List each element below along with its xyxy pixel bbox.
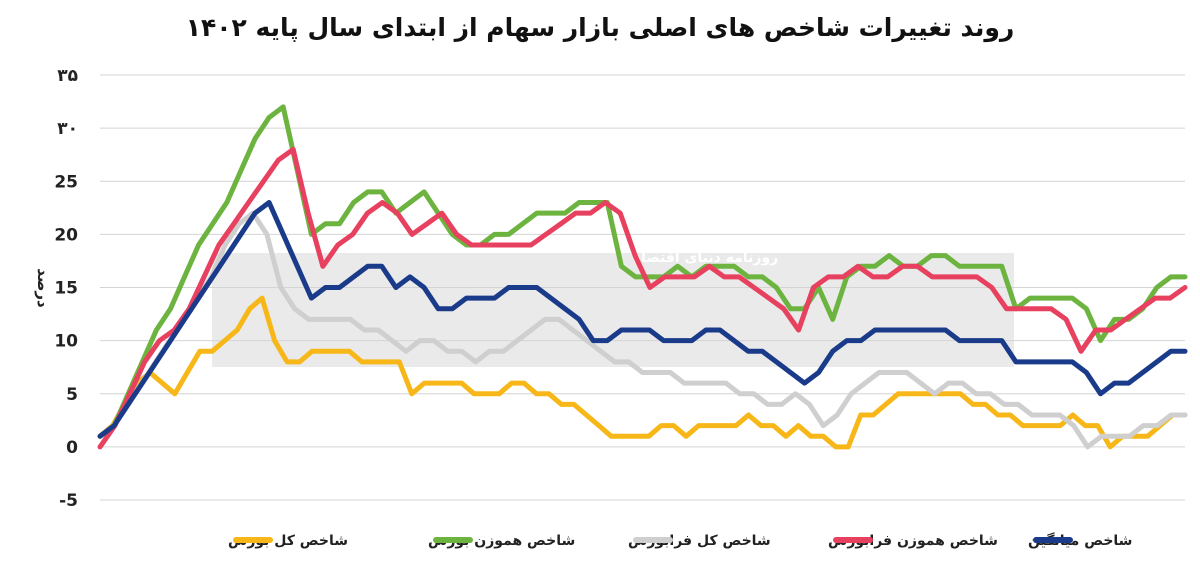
y-tick-label: 5 <box>66 385 78 405</box>
watermark: روزنامه دنیای اقتصاد <box>212 250 1014 367</box>
series-line-1 <box>97 295 1188 450</box>
y-tick-label: 0 <box>66 438 78 458</box>
y-axis-ticks: ۳۵ ۳۰ 25 20 15 10 5 0 -5 <box>54 66 78 511</box>
series-line-3 <box>97 210 1188 450</box>
legend-label: شاخص میانگین <box>1028 532 1132 549</box>
y-tick-label: 20 <box>54 225 78 245</box>
y-tick-label: 15 <box>54 279 78 299</box>
y-axis-label: درصد <box>34 268 52 308</box>
y-tick-label: -5 <box>59 491 78 511</box>
legend-label: شاخص هموزن فرابورس <box>828 533 998 549</box>
gridlines <box>100 74 1185 501</box>
y-tick-label: 10 <box>54 332 78 352</box>
y-tick-label: 25 <box>54 172 78 192</box>
y-tick-label: ۳۵ <box>57 66 78 86</box>
chart-title: روند تغییرات شاخص های اصلی بازار سهام از… <box>186 13 1015 43</box>
watermark-text: روزنامه دنیای اقتصاد <box>634 250 778 266</box>
y-tick-label: ۳۰ <box>57 119 78 139</box>
series-lines <box>97 104 1188 450</box>
series-line-4 <box>97 146 1188 450</box>
watermark-box <box>212 253 1014 367</box>
series-line-5 <box>97 200 1188 439</box>
